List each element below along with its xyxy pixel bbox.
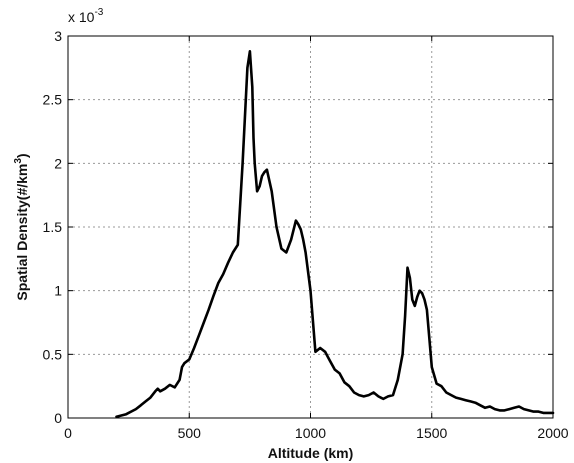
series-layer xyxy=(115,50,555,418)
x-tick-label: 500 xyxy=(178,425,202,441)
grid xyxy=(68,36,553,418)
y-tick-label: 1.5 xyxy=(43,219,63,235)
x-axis-label: Altitude (km) xyxy=(268,445,354,461)
series-line xyxy=(115,50,555,418)
y-tick-label: 0 xyxy=(54,410,62,426)
y-axis-label: Spatial Density(#/km3) xyxy=(13,153,30,300)
ticks: 0 500 1000 1500 2000 0 0.5 1 1.5 2 2.5 3 xyxy=(43,28,569,441)
x-tick-label: 0 xyxy=(64,425,72,441)
x-tick-label: 1500 xyxy=(416,425,447,441)
x-tick-label: 1000 xyxy=(295,425,326,441)
y-axis-multiplier: x 10-3 xyxy=(68,7,104,25)
x-tick-label: 2000 xyxy=(537,425,568,441)
y-tick-label: 3 xyxy=(54,28,62,44)
y-tick-label: 1 xyxy=(54,283,62,299)
y-tick-label: 0.5 xyxy=(43,346,63,362)
y-tick-label: 2.5 xyxy=(43,92,63,108)
y-tick-label: 2 xyxy=(54,155,62,171)
